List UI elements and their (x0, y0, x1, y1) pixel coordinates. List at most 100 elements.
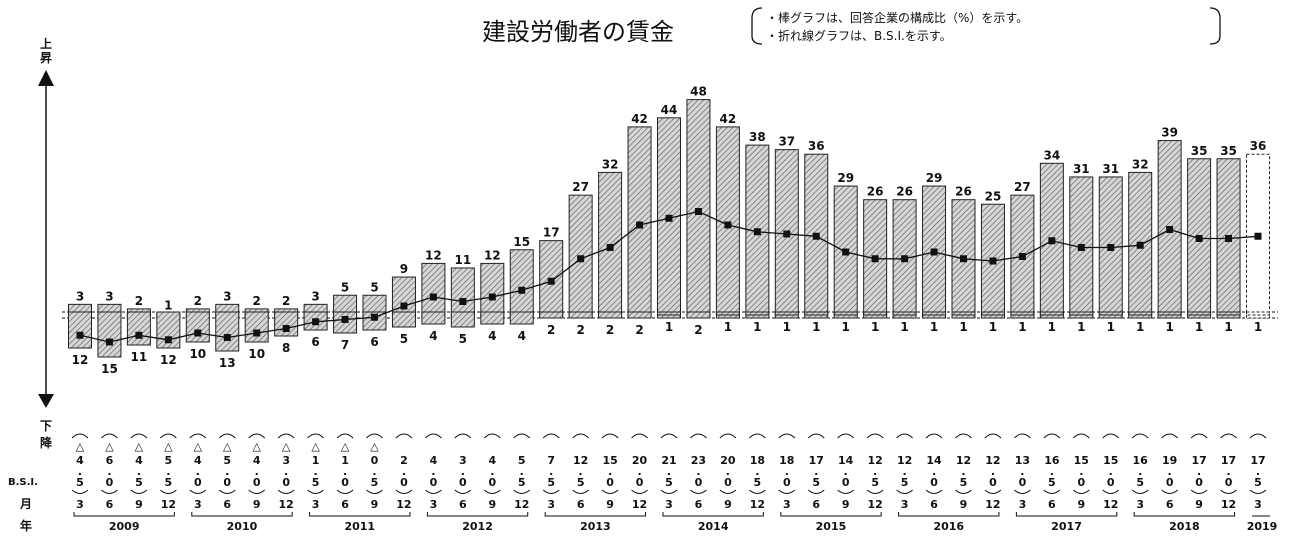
table-brace-bottom (1249, 489, 1267, 494)
year-bracket (309, 512, 411, 517)
table-brace-bottom (572, 489, 589, 494)
bsi-decimal: 0 (282, 476, 290, 489)
table-brace-top (71, 433, 89, 439)
bar-fall-label: 1 (783, 320, 791, 334)
negative-marker: △ (76, 440, 85, 453)
table-brace-top (218, 433, 236, 439)
table-brace-bottom (307, 489, 324, 494)
bar-fall (1128, 311, 1153, 316)
table-brace-bottom (336, 489, 354, 494)
bar-fall-label: 2 (635, 323, 643, 337)
bsi-point-dot: . (1226, 465, 1230, 478)
bsi-point (1166, 226, 1174, 233)
bsi-point-dot: . (372, 465, 376, 478)
bsi-integer: 15 (1103, 454, 1118, 467)
bar-rise-label: 26 (896, 185, 913, 199)
bar-fall-label: 15 (101, 362, 118, 376)
month-label: 9 (253, 498, 261, 511)
table-brace-top (748, 433, 766, 439)
bar-fall (215, 311, 240, 352)
bsi-point (1018, 253, 1026, 260)
bsi-point-dot: . (637, 465, 641, 478)
table-brace-top (690, 433, 707, 439)
bar-rise-label: 39 (1161, 126, 1178, 140)
bar-fall (539, 311, 564, 319)
bsi-decimal: 5 (901, 476, 909, 489)
bar-rise (421, 262, 446, 319)
bsi-point-dot: . (1109, 465, 1113, 478)
bsi-decimal: 5 (577, 476, 585, 489)
table-brace-bottom (896, 489, 913, 494)
table-brace-top (513, 433, 531, 439)
table-brace-top (1014, 433, 1031, 439)
bsi-point (724, 221, 732, 229)
bsi-integer: 5 (223, 454, 231, 467)
month-label: 6 (812, 498, 820, 511)
bar-rise-label: 31 (1102, 162, 1119, 176)
year-label: 2011 (344, 520, 375, 533)
bsi-point-dot: . (196, 465, 200, 478)
bsi-decimal: 5 (135, 476, 143, 489)
year-label: 2009 (109, 520, 140, 533)
bsi-point-dot: . (1138, 465, 1142, 478)
bar-fall (892, 311, 917, 316)
table-brace-top (159, 433, 177, 439)
bsi-point-dot: . (726, 465, 730, 478)
bsi-integer: 14 (926, 454, 942, 467)
legend-note: ・棒グラフは、回答企業の構成比（%）を示す。 ・折れ線グラフは、B.S.I.を示… (751, 7, 1221, 45)
bar-fall-label: 6 (370, 335, 378, 349)
bar-fall-label: 10 (189, 347, 206, 361)
bsi-integer: 12 (573, 454, 588, 467)
bsi-integer: 4 (253, 454, 261, 467)
bar-fall-label: 2 (576, 323, 584, 337)
bsi-integer: 12 (956, 454, 971, 467)
bsi-integer: 12 (867, 454, 882, 467)
table-brace-top (866, 433, 884, 439)
bar-rise-label: 11 (454, 253, 471, 267)
bar-fall (1157, 311, 1182, 316)
year-bracket (780, 512, 882, 517)
bsi-point (694, 208, 702, 215)
negative-marker: △ (252, 440, 261, 453)
month-label: 6 (930, 498, 938, 511)
negative-marker: △ (370, 440, 379, 453)
bar-fall (362, 311, 387, 331)
bar-fall (480, 311, 505, 325)
bsi-decimal: 0 (253, 476, 261, 489)
bsi-decimal: 0 (989, 476, 997, 489)
bsi-decimal: 0 (1107, 476, 1115, 489)
bsi-point (194, 329, 202, 337)
bsi-integer: 6 (106, 454, 114, 467)
bsi-point (282, 325, 290, 332)
table-brace-top (925, 433, 943, 439)
table-brace-top (483, 433, 501, 439)
bar-rise-label: 5 (370, 280, 378, 294)
bsi-point (429, 293, 437, 301)
bsi-decimal: 0 (1225, 476, 1233, 489)
bar-fall (509, 311, 534, 325)
bar-fall-label: 1 (1018, 320, 1026, 334)
bar-rise-label: 32 (1132, 157, 1149, 171)
bar-fall-label: 4 (488, 329, 496, 343)
negative-marker: △ (194, 440, 203, 453)
bsi-point (223, 334, 231, 341)
bsi-integer: 18 (779, 454, 794, 467)
bsi-integer: 4 (488, 454, 496, 467)
bsi-line (76, 208, 1262, 346)
bsi-decimal: 0 (459, 476, 467, 489)
bar-rise-label: 12 (484, 248, 501, 262)
bar-rise-label: 27 (572, 180, 589, 194)
bsi-decimal: 5 (371, 476, 379, 489)
bar-rise-label: 12 (425, 248, 442, 262)
bsi-point (371, 313, 378, 321)
bar-rise-label: 2 (253, 294, 261, 308)
bsi-point (871, 255, 879, 263)
legend-bracket-right (1209, 7, 1221, 45)
bsi-point-dot: . (696, 465, 700, 478)
month-label: 3 (312, 498, 320, 511)
table-brace-bottom (1102, 489, 1120, 494)
table-brace-top (425, 433, 442, 439)
bsi-integer: 17 (1191, 454, 1206, 467)
bar-fall-label: 1 (724, 320, 732, 334)
year-label: 2017 (1051, 520, 1082, 533)
